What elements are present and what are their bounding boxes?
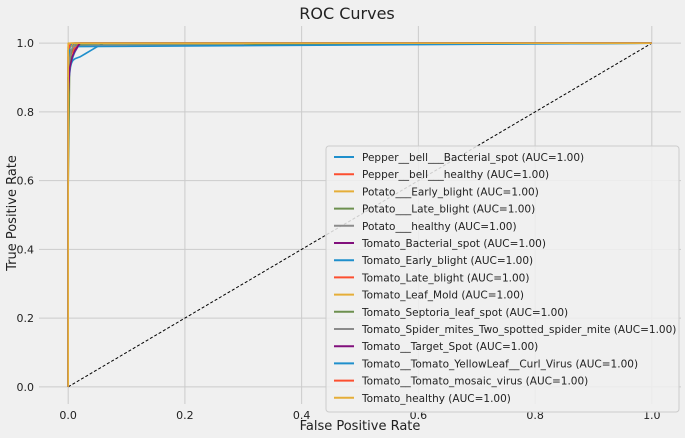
y-tick-label: 0.2 xyxy=(17,312,35,325)
legend-entry: Tomato_Spider_mites_Two_spotted_spider_m… xyxy=(361,324,676,336)
roc-series-line xyxy=(67,42,652,387)
y-tick-label: 0.8 xyxy=(17,106,35,119)
legend-entry: Tomato__Target_Spot (AUC=1.00) xyxy=(361,341,538,353)
chart-title: ROC Curves xyxy=(299,4,395,23)
diagonal-reference-line xyxy=(67,42,653,388)
y-axis-label: True Positive Rate xyxy=(5,155,20,272)
legend-entry: Tomato_Septoria_leaf_spot (AUC=1.00) xyxy=(361,307,568,319)
legend-box xyxy=(325,145,680,413)
legend: Pepper__bell___Bacterial_spot (AUC=1.00)… xyxy=(325,145,680,413)
legend-entry: Potato___healthy (AUC=1.00) xyxy=(362,221,517,233)
legend-entry: Tomato_Bacterial_spot (AUC=1.00) xyxy=(361,238,546,250)
x-tick-label: 0.0 xyxy=(59,409,77,422)
legend-entry: Tomato_Early_blight (AUC=1.00) xyxy=(361,255,533,267)
y-tick-label: 0.0 xyxy=(17,381,35,394)
legend-entry: Pepper__bell___healthy (AUC=1.00) xyxy=(362,169,549,181)
legend-entry: Tomato__Tomato_mosaic_virus (AUC=1.00) xyxy=(361,376,588,388)
y-tick-label: 0.4 xyxy=(17,243,35,256)
legend-entry: Tomato_healthy (AUC=1.00) xyxy=(361,393,511,405)
x-axis-label: False Positive Rate xyxy=(300,419,421,434)
y-tick-label: 1.0 xyxy=(17,37,35,50)
x-tick-label: 0.4 xyxy=(293,409,311,422)
legend-entry: Tomato_Leaf_Mold (AUC=1.00) xyxy=(361,290,524,302)
legend-entry: Potato___Early_blight (AUC=1.00) xyxy=(362,186,539,198)
x-tick-label: 0.2 xyxy=(176,409,194,422)
legend-entry: Tomato__Tomato_YellowLeaf__Curl_Virus (A… xyxy=(361,358,638,370)
legend-entry: Pepper__bell___Bacterial_spot (AUC=1.00) xyxy=(362,152,584,164)
y-tick-label: 0.6 xyxy=(17,175,35,188)
legend-entry: Potato___Late_blight (AUC=1.00) xyxy=(362,204,535,216)
legend-entry: Tomato_Late_blight (AUC=1.00) xyxy=(361,272,529,284)
